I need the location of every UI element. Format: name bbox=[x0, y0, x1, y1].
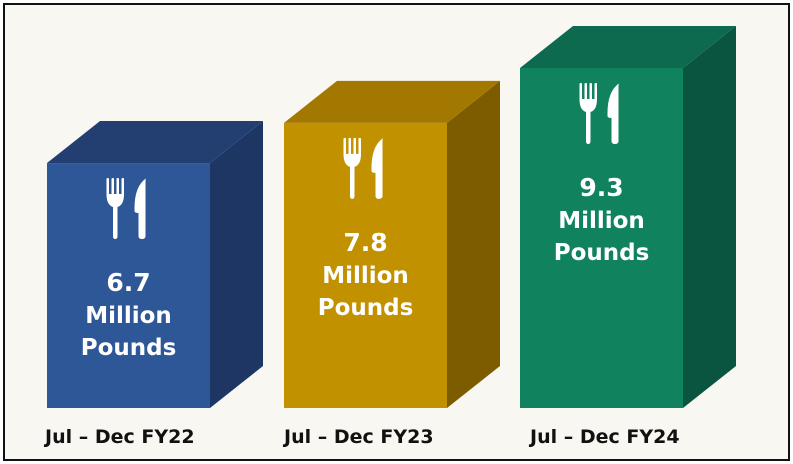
bar-front bbox=[47, 163, 210, 408]
value-label: 6.7 bbox=[106, 268, 150, 297]
category-label: Jul – Dec FY24 bbox=[528, 426, 680, 448]
value-label: 9.3 bbox=[579, 173, 623, 202]
bar-1: 6.7 Million Pounds Jul – Dec FY22 bbox=[43, 121, 263, 448]
unit-label-line2: Pounds bbox=[554, 240, 650, 266]
bar-top bbox=[47, 121, 263, 164]
bar-side bbox=[210, 121, 263, 408]
bar-side bbox=[683, 26, 736, 408]
unit-label-line2: Pounds bbox=[81, 335, 177, 361]
bar-front bbox=[284, 122, 447, 408]
bar-side bbox=[447, 80, 500, 408]
bar-3: 9.3 Million Pounds Jul – Dec FY24 bbox=[520, 26, 736, 448]
value-label: 7.8 bbox=[343, 228, 387, 257]
fork-knife-icon bbox=[343, 137, 384, 199]
fork-knife-icon bbox=[579, 83, 620, 144]
category-label: Jul – Dec FY22 bbox=[43, 426, 195, 448]
unit-label-line1: Million bbox=[322, 263, 409, 289]
bar-2: 7.8 Million Pounds Jul – Dec FY23 bbox=[282, 80, 500, 448]
unit-label-line1: Million bbox=[85, 303, 172, 329]
bar-front bbox=[520, 68, 683, 408]
bar-top bbox=[284, 80, 500, 123]
category-label: Jul – Dec FY23 bbox=[282, 426, 434, 448]
fork-knife-icon bbox=[106, 178, 147, 240]
unit-label-line1: Million bbox=[558, 208, 645, 234]
unit-label-line2: Pounds bbox=[318, 295, 414, 321]
bar-top bbox=[520, 26, 736, 68]
